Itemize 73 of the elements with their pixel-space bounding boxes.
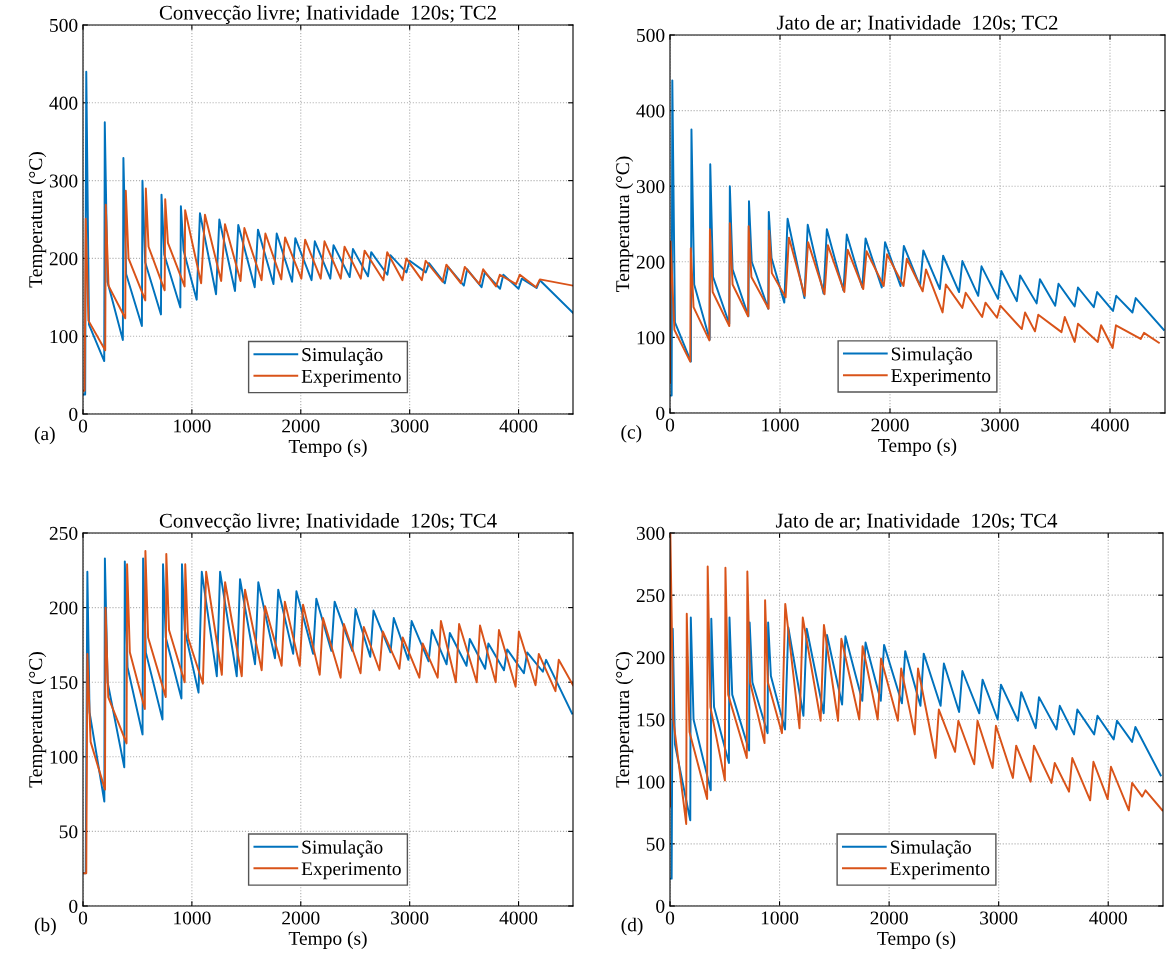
y-axis-title: Temperatura (°C) (28, 152, 47, 288)
x-tick-label: 0 (665, 418, 675, 432)
text: (c) (621, 424, 642, 443)
legend-label: Simulação (891, 346, 972, 365)
y-tick-label: 0 (656, 899, 665, 913)
y-tick-label: 0 (69, 899, 78, 913)
y-axis-title: Temperatura (°C) (615, 156, 634, 292)
x-axis-title: Tempo (s) (288, 439, 367, 457)
y-tick-label: 50 (646, 837, 665, 851)
legend-label: Experimento (891, 369, 991, 387)
x-tick-label: 3000 (391, 911, 429, 925)
text: (b) (34, 917, 56, 936)
x-tick-label: 2000 (282, 419, 320, 433)
y-tick-label: 250 (49, 526, 78, 540)
text: (d) (621, 917, 643, 936)
x-tick-label: 2000 (871, 418, 909, 432)
y-tick-label: 0 (69, 407, 78, 421)
legend-label: Simulação (302, 347, 383, 366)
x-axis-title: Tempo (s) (878, 438, 957, 456)
x-tick-label: 1000 (174, 911, 211, 925)
y-tick-label: 0 (656, 406, 665, 420)
x-tick-label: 1000 (761, 911, 799, 925)
x-tick-label: 4000 (1090, 418, 1129, 432)
y-tick-label: 400 (636, 104, 665, 118)
y-tick-label: 250 (636, 588, 665, 603)
x-axis-title: Tempo (s) (288, 931, 367, 949)
x-tick-label: 3000 (981, 418, 1019, 432)
y-tick-label: 100 (50, 750, 78, 764)
x-tick-label: 3000 (980, 911, 1018, 925)
line-series (670, 79, 1165, 397)
x-tick-label: 2000 (870, 911, 908, 925)
y-axis-title: Temperatura (°C) (28, 652, 47, 788)
x-tick-label: 4000 (1089, 911, 1127, 925)
x-tick-label: 4000 (499, 911, 538, 925)
y-tick-label: 200 (49, 601, 78, 615)
x-tick-label: 0 (665, 911, 675, 925)
y-tick-label: 50 (59, 825, 78, 839)
legend-label: Simulação (890, 839, 971, 858)
y-tick-label: 300 (636, 180, 665, 194)
y-tick-label: 400 (49, 96, 78, 110)
y-tick-label: 100 (50, 330, 78, 344)
chart-title: Jato de ar; Inatividade 120s; TC2 (776, 14, 1058, 33)
y-tick-label: 100 (637, 775, 665, 789)
text: (a) (34, 426, 55, 445)
y-tick-label: 300 (636, 526, 665, 540)
x-axis-title: Tempo (s) (877, 931, 956, 949)
chart-title: Jato de ar; Inatividade 120s; TC4 (775, 512, 1058, 531)
chart-title: Convecção livre; Inatividade 120s; TC2 (159, 4, 496, 24)
y-tick-label: 500 (50, 18, 78, 32)
legend-label: Experimento (301, 369, 401, 387)
x-tick-label: 0 (78, 419, 88, 433)
x-tick-label: 2000 (282, 911, 320, 925)
legend-label: Simulação (302, 839, 383, 858)
line-series (670, 616, 1162, 880)
y-tick-label: 300 (49, 174, 78, 188)
x-tick-label: 4000 (499, 419, 538, 433)
y-tick-label: 200 (49, 252, 78, 266)
y-tick-label: 150 (50, 676, 78, 690)
y-tick-label: 500 (637, 28, 665, 42)
x-tick-label: 1000 (174, 419, 211, 433)
x-tick-label: 3000 (391, 419, 429, 433)
line-series (83, 187, 573, 392)
y-tick-label: 200 (636, 651, 665, 665)
x-tick-label: 1000 (762, 418, 799, 432)
y-tick-label: 150 (637, 713, 665, 727)
y-axis-title: Temperatura (°C) (615, 652, 634, 788)
x-tick-label: 0 (78, 911, 88, 925)
legend-label: Experimento (301, 862, 401, 880)
y-tick-label: 100 (637, 331, 665, 345)
chart-title: Convecção livre; Inatividade 120s; TC4 (159, 512, 497, 532)
line-series (83, 70, 573, 396)
y-tick-label: 200 (636, 255, 665, 269)
legend-label: Experimento (890, 862, 990, 880)
